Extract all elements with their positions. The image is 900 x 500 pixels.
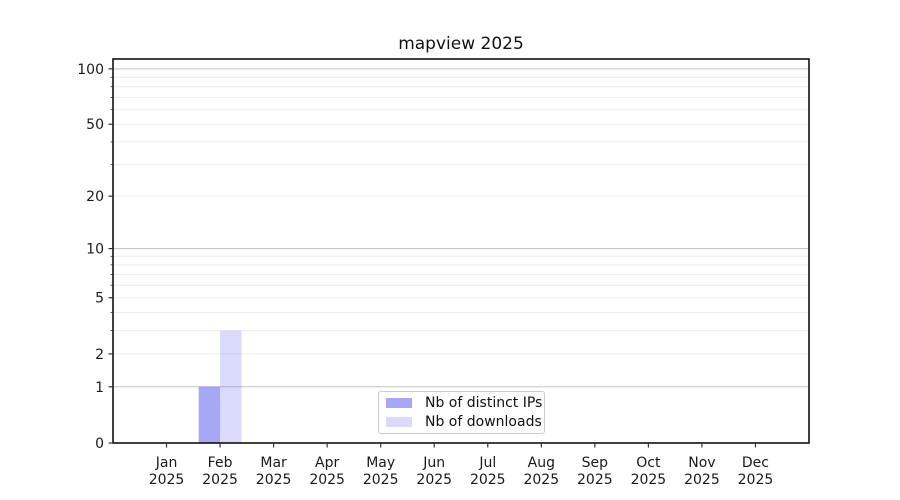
y-tick-label: 2 xyxy=(95,347,104,363)
x-tick-label-month: Aug xyxy=(528,455,555,471)
x-tick-label-year: 2025 xyxy=(363,472,399,488)
y-tick-label: 10 xyxy=(86,242,104,258)
x-tick-label-year: 2025 xyxy=(202,472,238,488)
legend-swatch-distinct-ips xyxy=(386,398,412,408)
x-tick-label-year: 2025 xyxy=(309,472,345,488)
x-tick-label-year: 2025 xyxy=(577,472,613,488)
y-tick-label: 1 xyxy=(95,380,104,396)
x-tick-label-month: Jun xyxy=(422,455,445,471)
bar-downloads-feb xyxy=(220,330,242,443)
x-tick-label-month: Nov xyxy=(688,455,715,471)
y-tick-label: 100 xyxy=(77,62,104,78)
x-tick-label-year: 2025 xyxy=(631,472,667,488)
y-tick-label: 0 xyxy=(95,436,104,452)
x-tick-label-month: Sep xyxy=(582,455,609,471)
x-tick-label-year: 2025 xyxy=(523,472,559,488)
legend: Nb of distinct IPs Nb of downloads xyxy=(378,391,545,434)
x-tick-label-year: 2025 xyxy=(149,472,185,488)
legend-entry-downloads: Nb of downloads xyxy=(386,415,544,429)
x-tick-label-month: Jan xyxy=(155,455,178,471)
x-tick-label-month: May xyxy=(366,455,395,471)
x-tick-label-year: 2025 xyxy=(256,472,292,488)
x-tick-label-month: Apr xyxy=(315,455,339,471)
y-tick-label: 20 xyxy=(86,189,104,205)
x-tick-label-month: Dec xyxy=(742,455,769,471)
x-tick-label-month: Jul xyxy=(478,455,496,471)
x-tick-label-month: Oct xyxy=(636,455,661,471)
chart-title: mapview 2025 xyxy=(398,34,524,54)
plot-frame xyxy=(112,58,810,444)
y-tick-label: 50 xyxy=(86,117,104,133)
x-tick-label-year: 2025 xyxy=(738,472,774,488)
x-tick-label-year: 2025 xyxy=(416,472,452,488)
x-tick-label-year: 2025 xyxy=(684,472,720,488)
legend-entry-distinct-ips: Nb of distinct IPs xyxy=(386,396,544,410)
bar-distinct-ips-feb xyxy=(198,386,221,443)
y-tick-label: 5 xyxy=(95,291,104,307)
x-tick-label-month: Feb xyxy=(208,455,233,471)
legend-swatch-downloads xyxy=(386,417,412,427)
x-tick-label-year: 2025 xyxy=(470,472,506,488)
x-tick-label-month: Mar xyxy=(260,455,287,471)
legend-label-distinct-ips: Nb of distinct IPs xyxy=(425,395,543,411)
legend-label-downloads: Nb of downloads xyxy=(425,414,542,430)
